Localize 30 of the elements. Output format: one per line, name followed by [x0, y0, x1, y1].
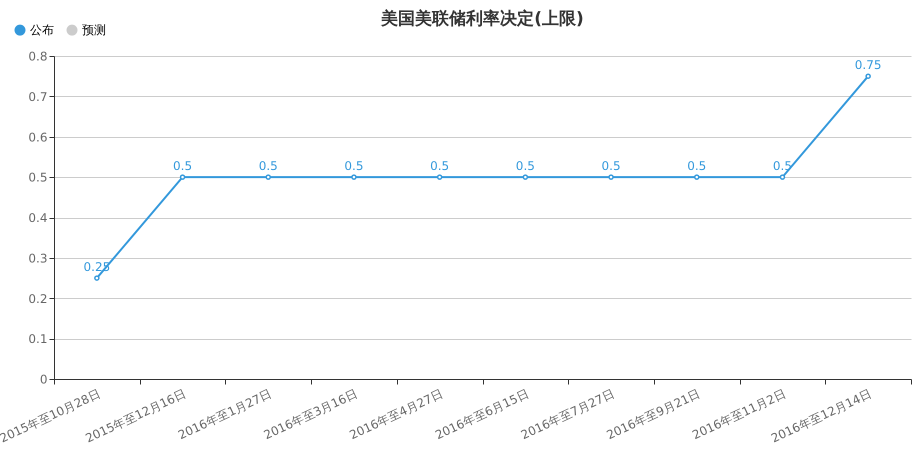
data-label: 0.5 — [258, 159, 278, 174]
data-label: 0.5 — [602, 159, 621, 174]
point — [351, 174, 357, 180]
data-label: 0.5 — [687, 159, 706, 174]
point — [180, 174, 186, 180]
data-label: 0.5 — [173, 159, 192, 174]
y-tick-label: 0.7 — [28, 90, 48, 104]
data-label: 0.5 — [430, 159, 450, 174]
y-tick-label: 0.5 — [28, 170, 48, 185]
y-tick-label: 0 — [40, 372, 48, 386]
point — [865, 73, 871, 79]
chart-title: 美国美联储利率决定(上限) — [380, 9, 584, 29]
point — [522, 174, 528, 180]
point — [94, 275, 100, 281]
legend-label: 公布 — [30, 23, 54, 38]
data-label: 0.5 — [516, 159, 535, 174]
point — [436, 174, 442, 180]
point — [694, 174, 700, 180]
data-label: 0.75 — [854, 58, 882, 72]
y-tick-label: 0.6 — [28, 130, 48, 144]
y-tick-label: 0.1 — [28, 332, 48, 346]
legend-label: 预测 — [82, 23, 106, 38]
point — [780, 174, 786, 180]
y-tick-label: 0.2 — [28, 292, 48, 306]
data-label: 0.5 — [344, 159, 364, 174]
point — [266, 174, 271, 180]
point — [608, 174, 614, 180]
y-tick-label: 0.3 — [28, 251, 48, 266]
y-tick-label: 0.4 — [28, 211, 48, 225]
y-tick-label: 0.8 — [28, 50, 48, 64]
